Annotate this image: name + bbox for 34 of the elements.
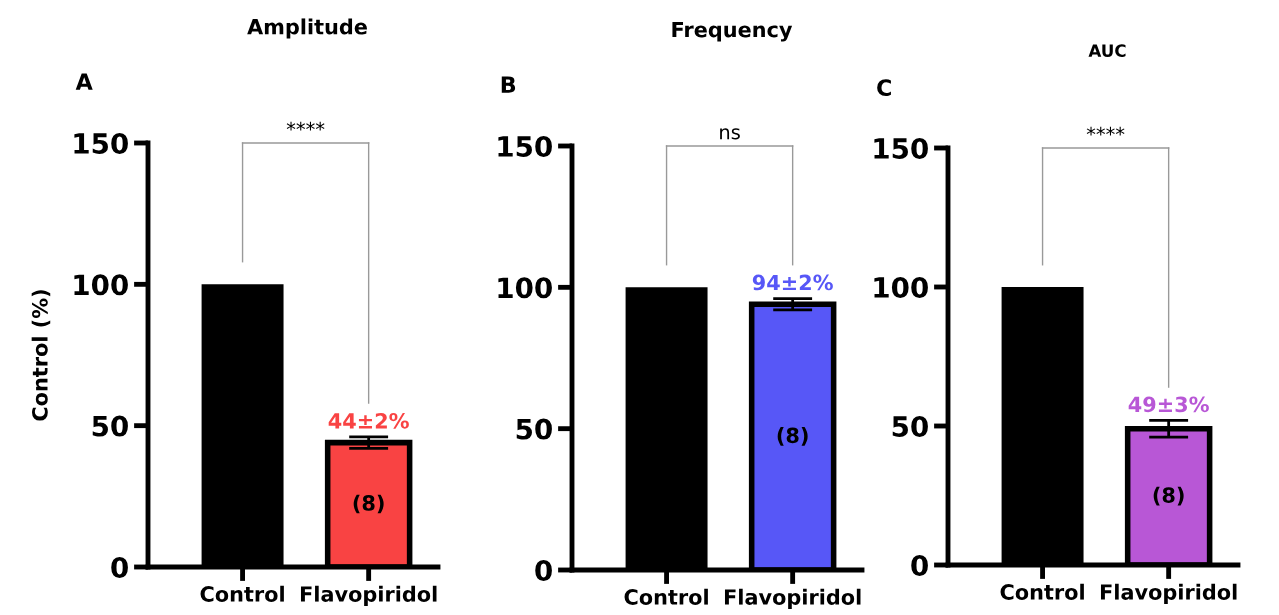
y-tick-label: 50 [516,418,552,440]
x-tick-label: Control [624,588,708,605]
y-tick-label: 0 [911,554,928,576]
y-axis-title: Control (%) [31,290,51,421]
text: B [501,76,516,93]
y-tick-label: 100 [498,277,552,299]
y-tick-label: 0 [535,559,552,581]
y-tick-label: 100 [74,274,128,296]
data-label: 49±3% [1128,396,1209,413]
text: C [877,79,891,97]
y-tick-label: 50 [92,415,128,437]
data-label: 94±2% [752,274,833,291]
text: **** [286,121,325,131]
y-tick-label: 100 [874,276,928,298]
x-tick-label: Control [1000,583,1084,600]
y-tick-label: 0 [111,556,128,578]
annotation: (8) [1153,486,1184,506]
chart-title: Amplitude [247,18,367,39]
y-tick-label: 50 [892,415,928,437]
data-label: 44±2% [328,412,409,429]
annotation: (8) [353,494,384,514]
annotation: (8) [777,427,808,446]
y-tick-label: 150 [498,135,552,157]
y-tick-label: 150 [874,137,928,159]
chart-title: Frequency [672,21,793,42]
y-tick-label: 150 [74,132,128,154]
text: **** [1086,126,1125,136]
chart-title: AUC [1088,44,1126,57]
x-tick-label: Flavopiridol [1100,583,1237,604]
x-tick-label: Control [200,585,284,602]
x-tick-label: Flavopiridol [724,588,861,609]
x-tick-label: Flavopiridol [300,585,437,606]
text: ns [720,128,740,140]
text: A [75,73,93,90]
